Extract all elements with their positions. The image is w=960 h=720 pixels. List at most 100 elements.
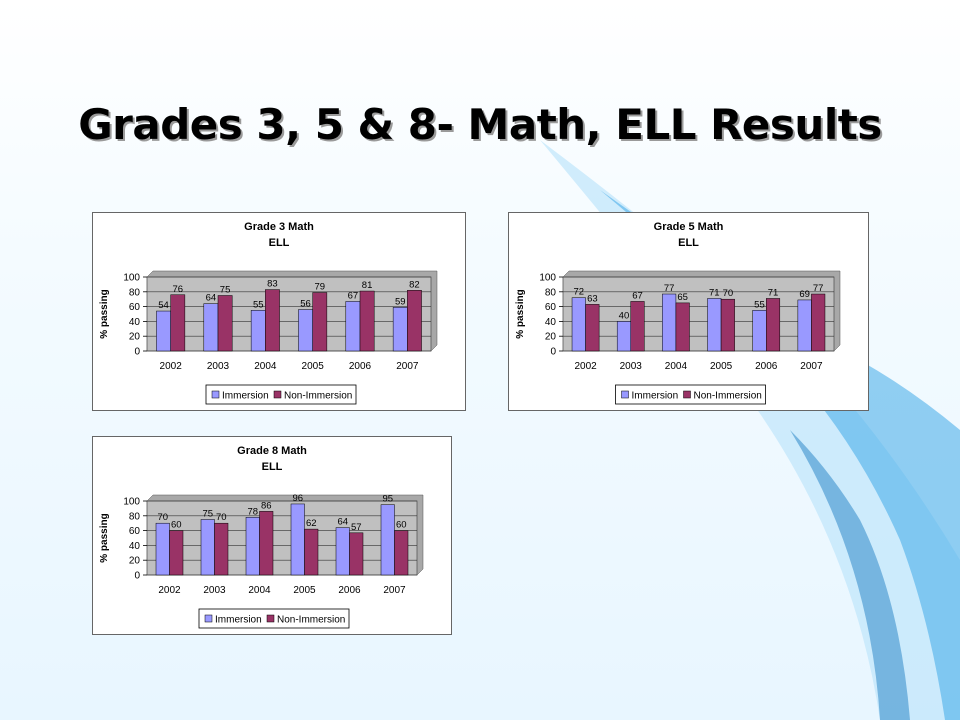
bar: [349, 532, 364, 576]
data-label: 56: [300, 299, 311, 310]
bar: [392, 307, 408, 352]
bar: [797, 299, 812, 352]
data-label: 55: [253, 299, 264, 310]
data-label: 64: [337, 517, 348, 528]
bar: [707, 298, 722, 352]
bar: [766, 298, 781, 352]
bar: [380, 504, 395, 576]
x-tick-label: 2002: [160, 361, 183, 372]
plot-area: [146, 500, 418, 576]
y-tick-label: 80: [545, 287, 557, 298]
data-label: 54: [158, 300, 169, 311]
bar: [265, 289, 280, 352]
bar: [298, 309, 313, 352]
data-label: 40: [619, 310, 630, 321]
chart-grade-3-math: Grade 3 Math ELL 0 20 40 60 80 100 % passing 54 76…: [92, 212, 466, 411]
legend-swatch: [204, 614, 213, 623]
bar: [290, 503, 305, 576]
x-tick-label: 2004: [248, 585, 271, 596]
data-label: 71: [709, 287, 720, 298]
bar: [169, 530, 184, 576]
y-tick-label: 40: [129, 541, 141, 552]
background-swoosh-dark: [600, 190, 960, 720]
data-label: 64: [206, 293, 217, 304]
background-swoosh-edge: [790, 430, 910, 720]
x-tick-label: 2002: [574, 361, 597, 372]
bar: [752, 310, 767, 352]
legend-entry: Immersion: [632, 391, 679, 402]
x-tick-label: 2003: [207, 361, 230, 372]
x-tick-label: 2003: [203, 585, 226, 596]
bar: [214, 522, 229, 576]
y-tick-label: 40: [129, 317, 141, 328]
x-tick-label: 2002: [158, 585, 181, 596]
y-tick-label: 80: [129, 511, 141, 522]
legend-swatch: [273, 390, 282, 399]
chart-subtitle: ELL: [678, 237, 699, 249]
data-label: 75: [220, 285, 231, 296]
bar: [203, 303, 219, 352]
legend-entry: Immersion: [215, 615, 262, 626]
y-tick-label: 100: [123, 497, 140, 508]
bar: [616, 321, 631, 352]
data-label: 71: [768, 287, 779, 298]
y-tick-label: 100: [123, 273, 140, 284]
chart-grade-5-math: Grade 5 Math ELL 0 20 40 60 80 100 % passing 72 63…: [508, 212, 869, 411]
legend-entry: Immersion: [222, 391, 269, 402]
data-label: 63: [587, 293, 598, 304]
bar: [156, 310, 171, 352]
y-tick-label: 0: [134, 571, 140, 582]
x-tick-label: 2005: [302, 361, 325, 372]
data-label: 95: [382, 494, 393, 505]
bar: [720, 298, 735, 352]
y-tick-label: 100: [539, 273, 556, 284]
x-tick-label: 2006: [338, 585, 361, 596]
x-tick-label: 2007: [800, 361, 823, 372]
y-axis-label: % passing: [99, 513, 110, 562]
y-tick-label: 80: [129, 287, 141, 298]
bar: [585, 304, 600, 352]
x-tick-label: 2006: [349, 361, 372, 372]
x-tick-label: 2007: [383, 585, 406, 596]
data-label: 79: [314, 282, 325, 293]
bar: [407, 290, 422, 352]
x-tick-label: 2007: [396, 361, 419, 372]
data-label: 70: [723, 288, 734, 299]
bar: [394, 530, 409, 576]
data-label: 76: [172, 284, 183, 295]
data-label: 83: [267, 279, 278, 290]
bar: [675, 302, 690, 352]
plot-area: [146, 276, 432, 352]
y-tick-label: 20: [129, 556, 141, 567]
legend-swatch: [211, 390, 220, 399]
chart-subtitle: ELL: [269, 237, 290, 249]
bar: [571, 297, 586, 352]
chart-grade-8-math: Grade 8 Math ELL 0 20 40 60 80 100% passing 70 60…: [92, 436, 452, 635]
x-tick-label: 2005: [710, 361, 733, 372]
data-label: 72: [574, 287, 585, 298]
bar: [200, 519, 215, 576]
data-label: 60: [171, 520, 182, 531]
data-label: 86: [261, 500, 272, 511]
bar: [259, 511, 274, 576]
data-label: 70: [216, 512, 227, 523]
y-tick-label: 60: [129, 526, 141, 537]
y-tick-label: 40: [545, 317, 557, 328]
legend-entry: Non-Immersion: [277, 615, 345, 626]
x-tick-label: 2004: [665, 361, 688, 372]
y-tick-label: 0: [134, 347, 140, 358]
x-tick-label: 2003: [620, 361, 643, 372]
y-tick-label: 20: [545, 332, 557, 343]
bar: [359, 290, 375, 352]
y-tick-label: 60: [545, 302, 557, 313]
data-label: 78: [247, 506, 258, 517]
slide-title: Grades 3, 5 & 8- Math, ELL Results: [78, 100, 882, 149]
chart-subtitle: ELL: [262, 461, 283, 473]
chart-title: Grade 5 Math: [654, 221, 724, 233]
plot-area: [562, 276, 835, 352]
data-label: 77: [813, 283, 824, 294]
data-label: 67: [348, 290, 359, 301]
legend-entry: Non-Immersion: [694, 391, 762, 402]
bar: [217, 295, 233, 352]
data-label: 82: [409, 279, 420, 290]
